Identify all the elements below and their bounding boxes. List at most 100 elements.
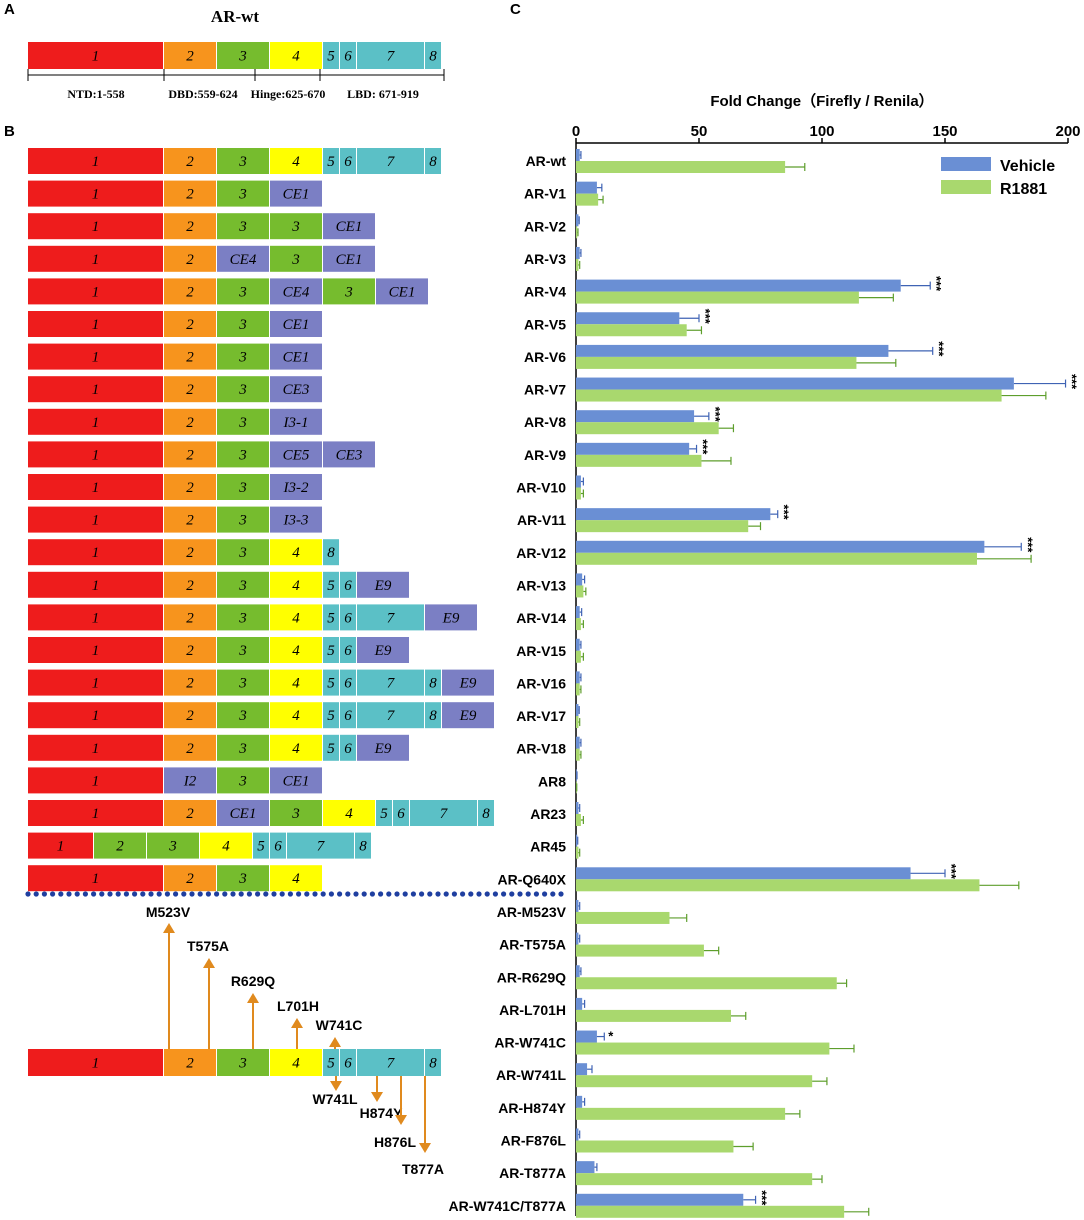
bar-r1881 xyxy=(576,814,581,826)
construct-exon-2 xyxy=(217,767,269,794)
construct-exon-6 xyxy=(357,604,424,631)
category-label: AR-W741L xyxy=(496,1067,566,1083)
bar-r1881 xyxy=(576,422,719,435)
ar-wt-exon-label-0: 1 xyxy=(92,49,100,65)
divider-dot xyxy=(353,891,359,897)
construct-exon-3 xyxy=(270,245,322,272)
construct-exon-0 xyxy=(28,506,163,533)
construct-exon-6 xyxy=(357,148,424,174)
construct-exon-5 xyxy=(340,148,356,174)
divider-dot xyxy=(451,891,457,897)
construct-exon-label-1: 2 xyxy=(116,839,124,855)
divider-dot xyxy=(304,891,310,897)
construct-exon-0 xyxy=(28,571,163,598)
ar-wt-exon-6 xyxy=(357,42,424,69)
category-label: AR-V4 xyxy=(524,284,566,300)
construct-exon-5 xyxy=(340,637,356,663)
construct-exon-1 xyxy=(164,148,216,174)
mutation-label-down: W741L xyxy=(312,1091,358,1107)
construct-exon-0 xyxy=(28,376,163,403)
divider-dot xyxy=(246,891,252,897)
significance-label: *** xyxy=(932,341,947,357)
category-label: AR-H874Y xyxy=(498,1100,566,1116)
construct-exon-1 xyxy=(164,376,216,403)
category-label: AR-F876L xyxy=(501,1133,567,1149)
bar-vehicle xyxy=(576,1095,583,1108)
construct-row: 1 2 3 CE1 xyxy=(28,343,322,370)
construct-exon-label-0: 1 xyxy=(92,773,100,789)
construct-exon-4 xyxy=(323,800,375,826)
construct-exon-label-3: 4 xyxy=(292,643,300,659)
bar-vehicle xyxy=(576,1030,597,1043)
construct-exon-label-6: 7 xyxy=(387,610,396,626)
category-label: AR-V13 xyxy=(516,577,566,593)
construct-exon-label-2: 3 xyxy=(238,187,247,203)
divider-dot xyxy=(115,891,121,897)
divider-dot xyxy=(492,891,498,897)
bar-r1881 xyxy=(576,1140,734,1153)
construct-exon-0 xyxy=(28,604,163,631)
construct-exon-label-2: 3 xyxy=(238,708,247,724)
construct-exon-label-2: CE4 xyxy=(230,252,257,268)
construct-exon-label-3: 4 xyxy=(292,545,300,561)
construct-exon-label-1: I2 xyxy=(183,773,197,789)
construct-exon-label-1: 2 xyxy=(186,676,194,692)
bar-vehicle xyxy=(576,802,579,814)
category-label: AR-M523V xyxy=(497,904,567,920)
divider-dot xyxy=(394,891,400,897)
construct-exon-label-3: CE1 xyxy=(283,773,310,789)
bar-r1881 xyxy=(576,748,580,761)
construct-row: 1 2 3 I3-1 xyxy=(28,408,322,435)
construct-exon-2 xyxy=(217,474,269,500)
construct-exon-7 xyxy=(425,148,441,174)
x-tick-label: 100 xyxy=(809,123,834,140)
construct-exon-label-2: 3 xyxy=(238,773,247,789)
construct-exon-label-2: 3 xyxy=(238,610,247,626)
category-label: AR-wt xyxy=(526,153,567,169)
construct-exon-label-5: 6 xyxy=(274,839,282,855)
mutation-exon-label-6: 7 xyxy=(387,1056,396,1072)
construct-exon-3 xyxy=(270,637,322,663)
construct-exon-4 xyxy=(323,734,339,761)
ar-wt-exon-label-6: 7 xyxy=(387,49,396,65)
construct-exon-2 xyxy=(217,245,269,272)
category-label: AR23 xyxy=(530,806,566,822)
bar-r1881 xyxy=(576,1042,830,1055)
bar-r1881 xyxy=(576,389,1002,402)
bar-vehicle xyxy=(576,1193,744,1206)
construct-exon-label-1: 2 xyxy=(186,284,194,300)
divider-dot xyxy=(345,891,351,897)
divider-dot xyxy=(205,891,211,897)
bar-r1881 xyxy=(576,716,579,729)
construct-exon-3 xyxy=(270,669,322,696)
construct-exon-3 xyxy=(270,441,322,468)
construct-exon-label-7: 8 xyxy=(359,839,367,855)
construct-exon-label-3: CE3 xyxy=(283,382,310,398)
construct-exon-1 xyxy=(164,278,216,305)
construct-exon-label-2: 3 xyxy=(238,284,247,300)
mutation-exon-7 xyxy=(425,1049,441,1076)
construct-exon-label-0: 1 xyxy=(57,839,65,855)
construct-exon-label-2: 3 xyxy=(238,676,247,692)
legend-r1881-label: R1881 xyxy=(1000,181,1047,198)
construct-row: 1 2 3 I3-3 xyxy=(28,506,322,533)
construct-exon-label-2: 3 xyxy=(238,317,247,333)
construct-exon-3 xyxy=(270,604,322,631)
x-tick-label: 150 xyxy=(932,123,957,140)
construct-exon-1 xyxy=(164,571,216,598)
construct-exon-4 xyxy=(323,278,375,305)
divider-dot xyxy=(312,891,318,897)
mutation-label-up: W741C xyxy=(316,1017,363,1033)
divider-dot xyxy=(435,891,441,897)
construct-exon-8 xyxy=(442,702,494,729)
construct-exon-1 xyxy=(164,408,216,435)
construct-exon-label-3: 4 xyxy=(292,154,300,170)
category-label: AR-V8 xyxy=(524,414,566,430)
ar-wt-exon-label-4: 5 xyxy=(327,49,335,65)
construct-exon-3 xyxy=(270,408,322,435)
divider-dot xyxy=(91,891,97,897)
ar-wt-exon-5 xyxy=(340,42,356,69)
construct-exon-1 xyxy=(164,311,216,337)
